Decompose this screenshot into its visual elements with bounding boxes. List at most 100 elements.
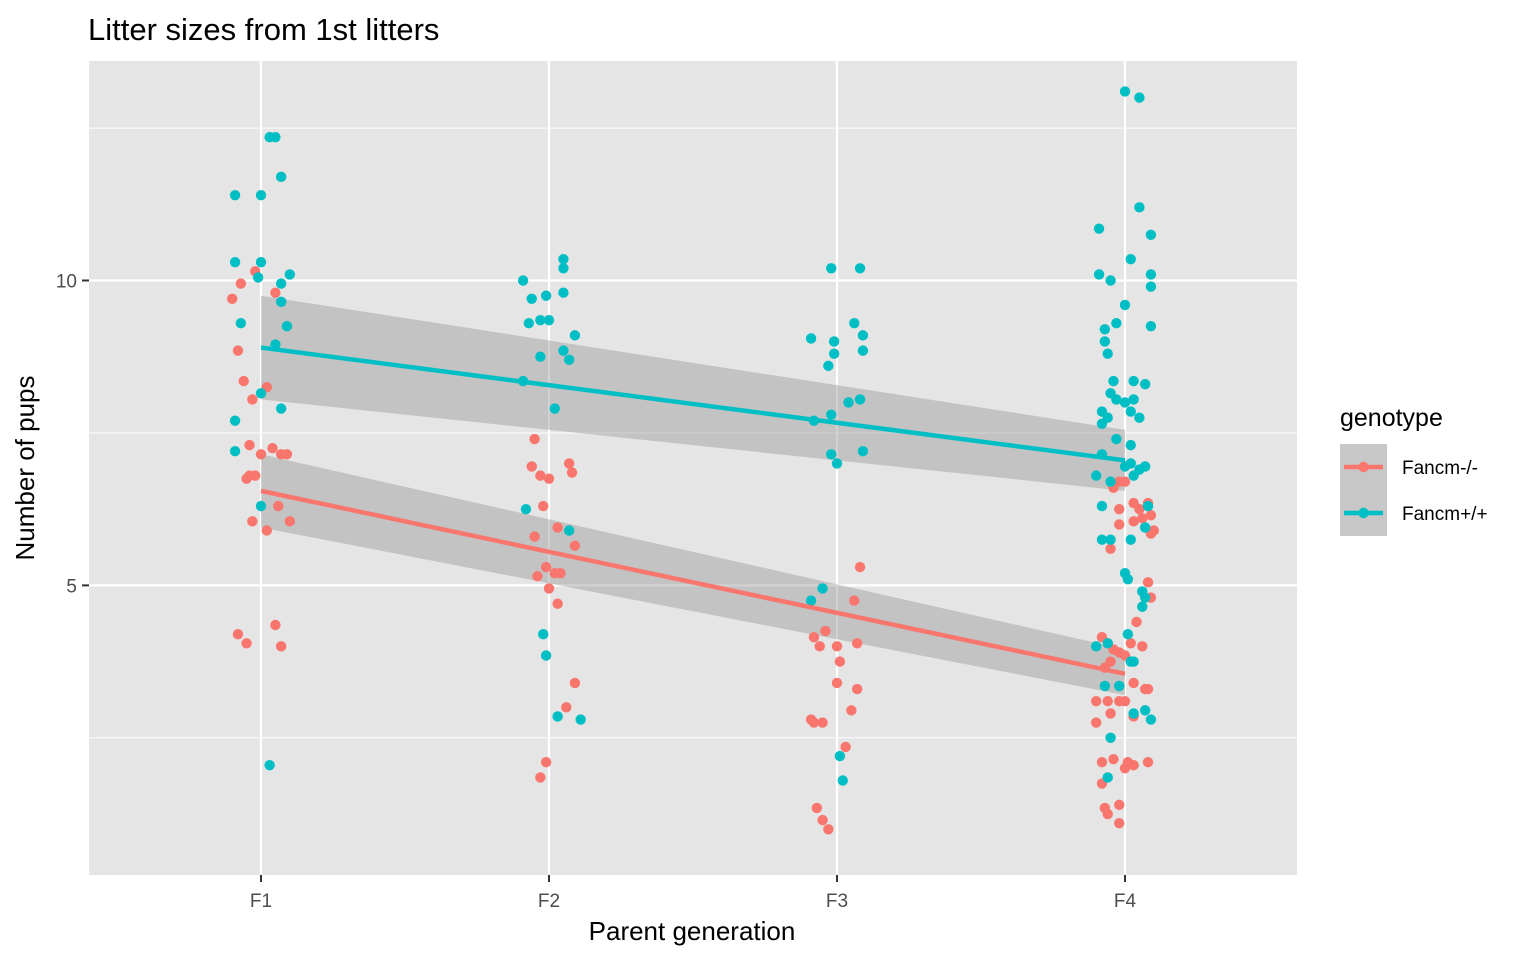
data-point xyxy=(849,317,860,329)
data-point xyxy=(1102,808,1113,820)
data-point xyxy=(826,263,837,274)
data-point xyxy=(535,314,546,326)
data-point xyxy=(538,628,549,640)
data-point xyxy=(837,775,848,786)
data-point xyxy=(569,677,581,689)
data-point xyxy=(1128,760,1139,771)
data-point xyxy=(1148,525,1160,536)
data-point xyxy=(529,531,540,542)
data-point xyxy=(1102,696,1113,707)
data-point xyxy=(817,717,828,728)
data-point xyxy=(275,296,287,308)
data-point xyxy=(1137,513,1148,524)
data-point xyxy=(1093,269,1105,280)
data-point xyxy=(1139,705,1151,716)
data-point xyxy=(1091,470,1102,481)
data-point xyxy=(558,287,569,298)
data-point xyxy=(558,345,569,356)
data-point xyxy=(275,278,287,289)
data-point xyxy=(523,317,535,329)
data-point xyxy=(1122,628,1134,640)
data-point xyxy=(1125,253,1136,265)
data-point xyxy=(1128,470,1139,481)
data-point xyxy=(566,467,578,478)
data-point xyxy=(1099,336,1111,347)
data-point xyxy=(849,595,860,606)
data-point xyxy=(831,641,843,652)
data-point xyxy=(543,314,555,326)
data-point xyxy=(529,433,540,445)
data-point xyxy=(244,439,255,451)
data-point xyxy=(275,641,287,652)
trend-lines xyxy=(260,345,1126,676)
trend-line xyxy=(260,345,1126,463)
chart-title: Litter sizes from 1st litters xyxy=(88,12,439,47)
data-point xyxy=(1105,534,1116,545)
data-point xyxy=(255,189,267,201)
x-axis: F1 F2 F3 F4 xyxy=(250,875,1137,912)
data-point xyxy=(1114,817,1125,829)
data-point xyxy=(284,269,295,280)
data-point xyxy=(1125,439,1136,451)
data-point xyxy=(281,321,293,332)
data-point xyxy=(1128,708,1139,719)
data-point xyxy=(834,656,846,667)
data-point xyxy=(540,290,552,301)
data-point xyxy=(1142,577,1154,588)
data-point xyxy=(814,641,825,652)
plot-panel xyxy=(89,61,1297,875)
data-point xyxy=(1114,680,1125,692)
data-points xyxy=(227,86,1160,835)
data-point xyxy=(1108,753,1119,765)
data-point xyxy=(563,458,575,469)
data-point xyxy=(817,814,828,826)
data-point xyxy=(264,760,275,771)
data-point xyxy=(1096,500,1108,512)
data-point xyxy=(1091,641,1102,652)
data-point xyxy=(1111,433,1122,445)
data-point xyxy=(1125,406,1136,417)
data-point xyxy=(235,278,247,289)
legend-label: Fancm-/- xyxy=(1402,458,1478,479)
data-point xyxy=(857,446,869,457)
data-point xyxy=(247,394,258,405)
data-point xyxy=(1114,799,1125,811)
data-point xyxy=(1134,202,1145,213)
data-point xyxy=(543,583,555,594)
data-point xyxy=(854,394,866,405)
data-point xyxy=(552,711,563,722)
y-axis-title: Number of pups xyxy=(10,376,40,561)
data-point xyxy=(535,772,546,783)
data-point xyxy=(1145,714,1157,725)
data-point xyxy=(1111,394,1122,405)
data-point xyxy=(1145,321,1157,332)
legend-label: Fancm+/+ xyxy=(1402,504,1488,525)
data-point xyxy=(828,348,840,359)
data-point xyxy=(1099,324,1111,335)
data-point xyxy=(823,360,834,372)
data-point xyxy=(1142,683,1154,695)
data-point xyxy=(1134,503,1145,515)
data-point xyxy=(563,525,575,536)
data-point xyxy=(1105,732,1116,744)
y-tick-label: 10 xyxy=(56,272,77,293)
data-point xyxy=(1139,461,1151,472)
data-point xyxy=(831,458,843,469)
data-point xyxy=(1128,516,1139,527)
data-point xyxy=(532,571,543,582)
data-point xyxy=(1145,229,1157,240)
data-point xyxy=(247,516,258,527)
data-point xyxy=(1102,638,1113,649)
data-point xyxy=(552,522,563,533)
data-point xyxy=(1145,281,1157,292)
legend-key-point xyxy=(1358,461,1369,473)
data-point xyxy=(851,638,863,649)
data-point xyxy=(255,388,267,399)
confidence-band xyxy=(261,454,1125,696)
data-point xyxy=(817,583,828,594)
data-point xyxy=(1119,397,1131,408)
data-point xyxy=(241,638,252,649)
data-point xyxy=(232,628,244,640)
data-point xyxy=(575,714,586,725)
data-point xyxy=(1119,696,1131,707)
